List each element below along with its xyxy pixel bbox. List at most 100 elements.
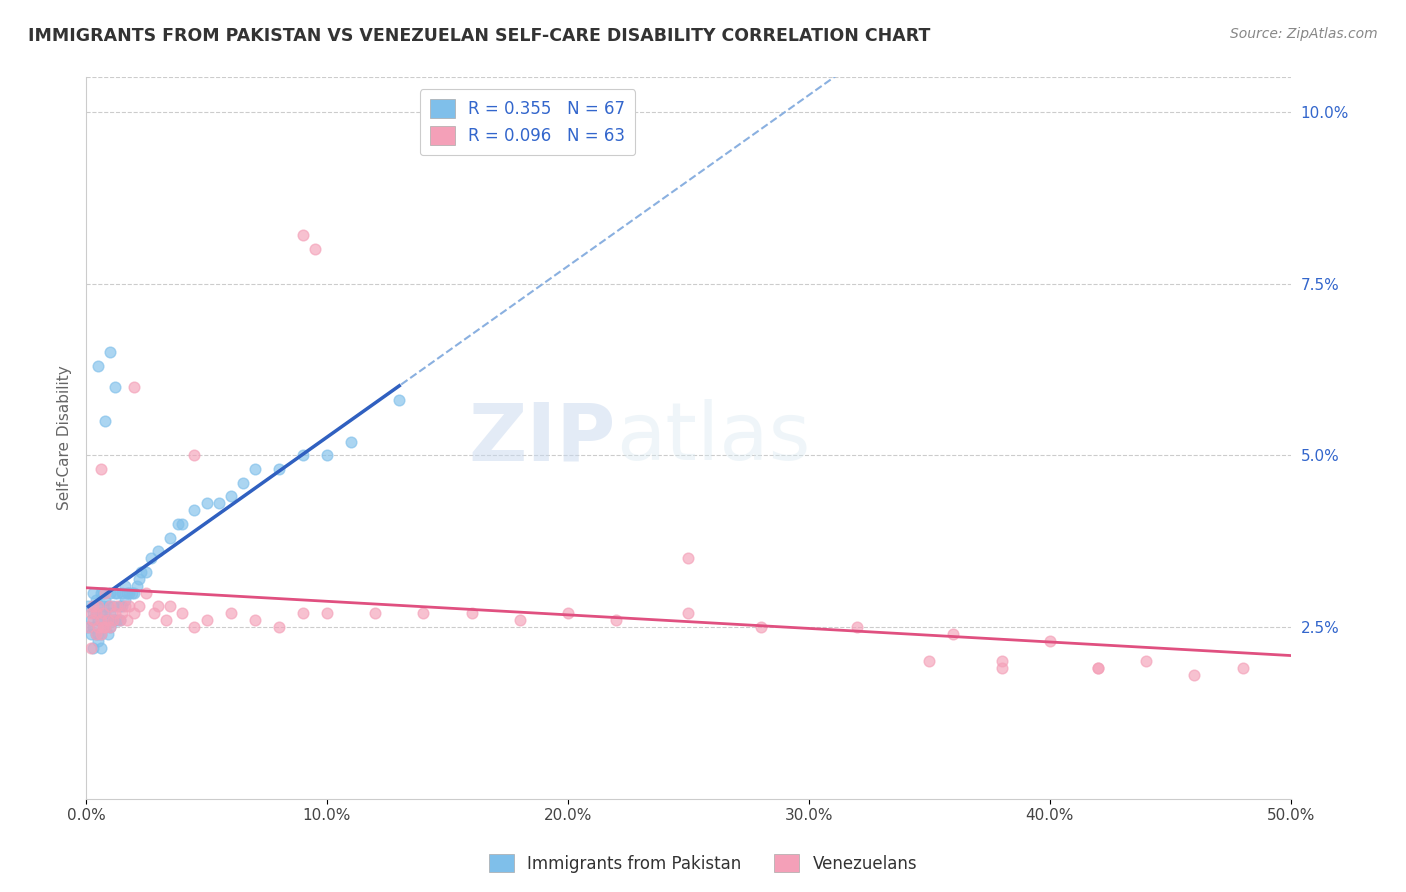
Point <box>97 613 120 627</box>
Point <box>89 627 111 641</box>
Point <box>101 613 124 627</box>
Point <box>111 585 134 599</box>
Point <box>97 627 120 641</box>
Point <box>104 613 127 627</box>
Point <box>128 599 150 614</box>
Point <box>172 607 194 621</box>
Point <box>98 620 121 634</box>
Point <box>114 592 136 607</box>
Point <box>291 228 314 243</box>
Point <box>291 448 314 462</box>
Point <box>159 531 181 545</box>
Point <box>114 579 136 593</box>
Point <box>87 627 110 641</box>
Point <box>98 585 121 599</box>
Point <box>84 627 107 641</box>
Point <box>990 661 1012 675</box>
Point <box>304 242 326 256</box>
Point <box>84 607 107 621</box>
Point <box>388 393 411 408</box>
Point <box>232 475 254 490</box>
Point <box>111 599 134 614</box>
Point <box>340 434 363 449</box>
Point <box>148 544 170 558</box>
Point <box>94 607 117 621</box>
Point <box>267 462 290 476</box>
Point <box>89 607 111 621</box>
Point <box>94 592 117 607</box>
Point <box>159 599 181 614</box>
Point <box>118 585 141 599</box>
Point <box>1087 661 1109 675</box>
Point <box>91 620 114 634</box>
Point <box>80 607 103 621</box>
Point <box>77 599 100 614</box>
Point <box>183 448 205 462</box>
Point <box>101 613 124 627</box>
Point <box>942 627 965 641</box>
Point <box>1232 661 1254 675</box>
Point <box>84 592 107 607</box>
Point <box>108 613 131 627</box>
Point <box>101 599 124 614</box>
Point <box>1087 661 1109 675</box>
Point <box>183 620 205 634</box>
Point <box>82 640 104 655</box>
Point <box>84 627 107 641</box>
Point <box>749 620 772 634</box>
Point <box>122 379 145 393</box>
Point <box>135 565 157 579</box>
Point <box>89 627 111 641</box>
Point <box>195 496 218 510</box>
Point <box>990 654 1012 668</box>
Point <box>115 613 138 627</box>
Point <box>82 607 104 621</box>
Text: atlas: atlas <box>616 399 810 477</box>
Point <box>166 516 188 531</box>
Text: IMMIGRANTS FROM PAKISTAN VS VENEZUELAN SELF-CARE DISABILITY CORRELATION CHART: IMMIGRANTS FROM PAKISTAN VS VENEZUELAN S… <box>28 27 931 45</box>
Point <box>412 607 434 621</box>
Point <box>80 627 103 641</box>
Point <box>1182 668 1205 682</box>
Point <box>243 613 266 627</box>
Point <box>91 613 114 627</box>
Point <box>114 599 136 614</box>
Point <box>122 585 145 599</box>
Point <box>219 607 242 621</box>
Point <box>94 620 117 634</box>
Point <box>139 551 162 566</box>
Point <box>135 585 157 599</box>
Point <box>98 607 121 621</box>
Point <box>460 607 482 621</box>
Point <box>105 599 128 614</box>
Point <box>142 607 165 621</box>
Point <box>77 620 100 634</box>
Point <box>91 607 114 621</box>
Point <box>195 613 218 627</box>
Point <box>105 585 128 599</box>
Point <box>94 414 117 428</box>
Point <box>1039 633 1062 648</box>
Point <box>94 620 117 634</box>
Point <box>316 607 339 621</box>
Point <box>104 585 127 599</box>
Point <box>89 640 111 655</box>
Point <box>94 585 117 599</box>
Point <box>87 633 110 648</box>
Text: Source: ZipAtlas.com: Source: ZipAtlas.com <box>1230 27 1378 41</box>
Point <box>122 607 145 621</box>
Point <box>105 613 128 627</box>
Point <box>98 345 121 359</box>
Point <box>219 490 242 504</box>
Point <box>183 503 205 517</box>
Legend: R = 0.355   N = 67, R = 0.096   N = 63: R = 0.355 N = 67, R = 0.096 N = 63 <box>419 89 636 155</box>
Point <box>87 620 110 634</box>
Point <box>364 607 387 621</box>
Point <box>98 620 121 634</box>
Text: ZIP: ZIP <box>468 399 616 477</box>
Point <box>125 579 148 593</box>
Point <box>509 613 531 627</box>
Point <box>87 599 110 614</box>
Point <box>148 599 170 614</box>
Legend: Immigrants from Pakistan, Venezuelans: Immigrants from Pakistan, Venezuelans <box>482 847 924 880</box>
